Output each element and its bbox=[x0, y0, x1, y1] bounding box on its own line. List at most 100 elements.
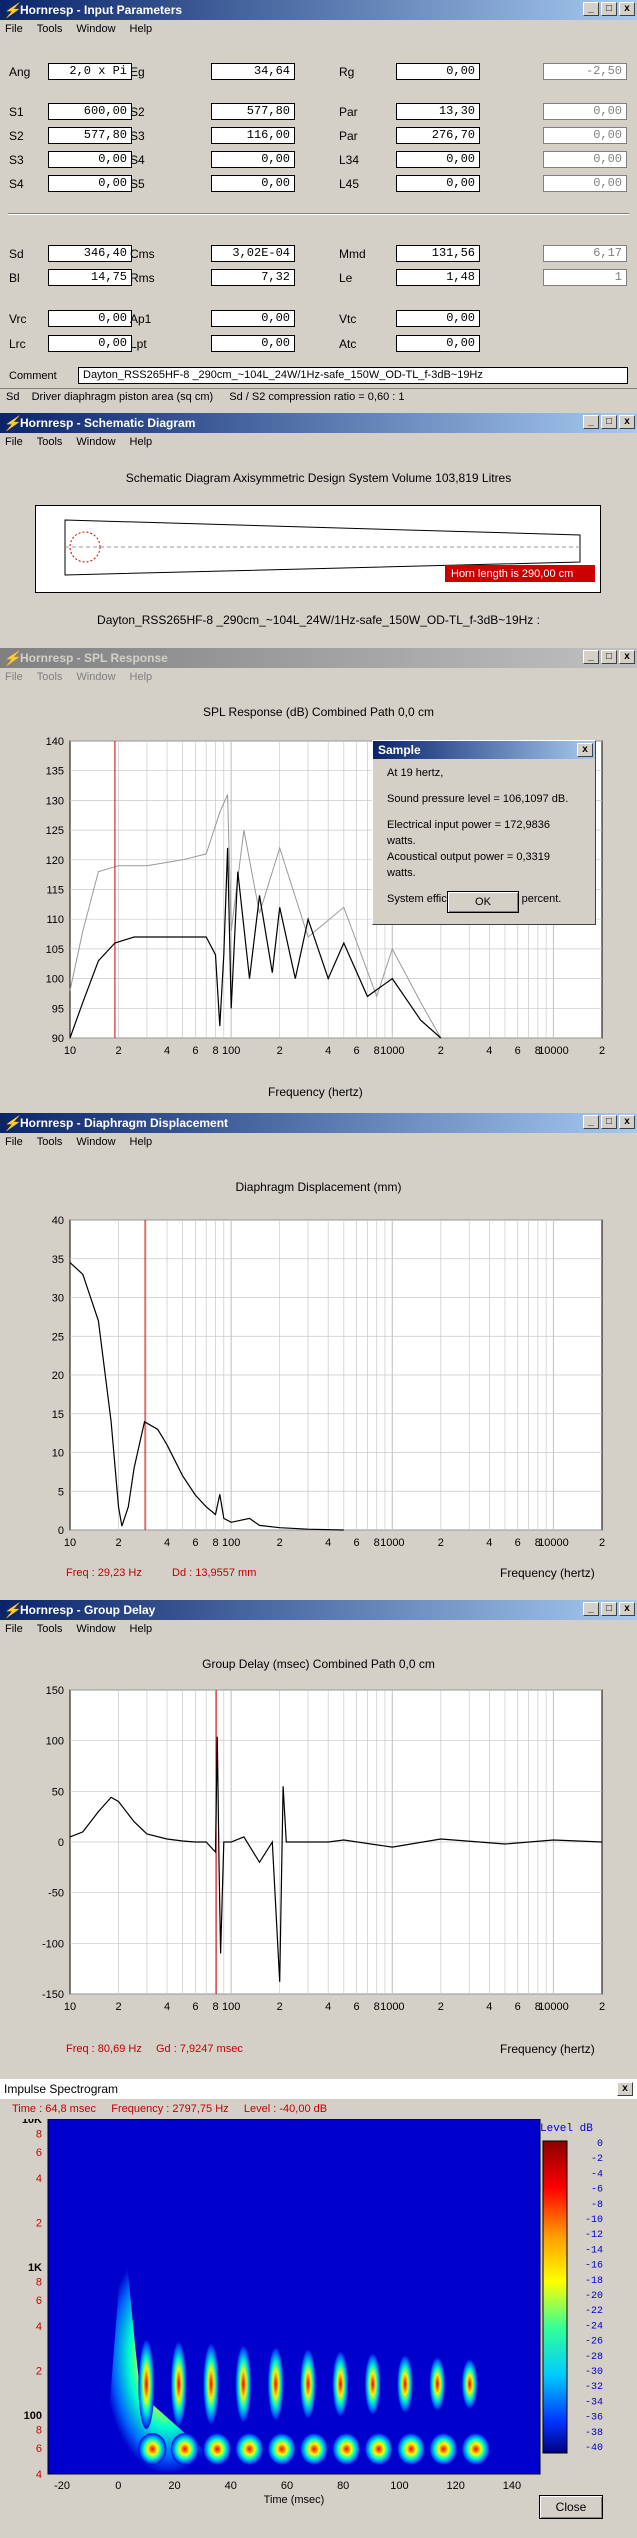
menu-tools[interactable]: Tools bbox=[36, 23, 63, 35]
menu-tools[interactable]: Tools bbox=[36, 671, 63, 683]
menu-file[interactable]: File bbox=[5, 23, 23, 35]
menu-window[interactable]: Window bbox=[76, 1136, 116, 1148]
menu-file[interactable]: File bbox=[5, 1136, 23, 1148]
input-parameters-window: ⚡ Hornresp - Input Parameters _ □ x File… bbox=[0, 0, 637, 413]
param-field-mmd[interactable]: 131,56 bbox=[396, 245, 480, 262]
param-field-s3[interactable]: 116,00 bbox=[211, 127, 295, 144]
minimize-button[interactable]: _ bbox=[583, 1602, 599, 1616]
maximize-button[interactable]: □ bbox=[601, 1602, 617, 1616]
status-ratio: Sd / S2 compression ratio = 0,60 : 1 bbox=[229, 391, 405, 403]
maximize-button[interactable]: □ bbox=[601, 650, 617, 664]
menu-window[interactable]: Window bbox=[76, 671, 116, 683]
menu-help[interactable]: Help bbox=[129, 1623, 153, 1635]
window-title-bar[interactable]: ⚡ Hornresp - Schematic Diagram _ □ x bbox=[0, 413, 637, 433]
param-field-le[interactable]: 1,48 bbox=[396, 269, 480, 286]
maximize-button[interactable]: □ bbox=[601, 415, 617, 429]
param-field-vrc[interactable]: 0,00 bbox=[48, 310, 132, 327]
param-field-s4[interactable]: 0,00 bbox=[48, 175, 132, 192]
schematic-caption: Dayton_RSS265HF-8 _290cm_~104L_24W/1Hz-s… bbox=[97, 613, 540, 627]
menu-help[interactable]: Help bbox=[129, 671, 153, 683]
menu-window[interactable]: Window bbox=[76, 23, 116, 35]
y-tick-label: 35 bbox=[52, 1254, 64, 1266]
menu-window[interactable]: Window bbox=[76, 436, 116, 448]
comment-field[interactable]: Dayton_RSS265HF-8 _290cm_~104L_24W/1Hz-s… bbox=[78, 367, 628, 384]
param-field-s4[interactable]: 0,00 bbox=[211, 151, 295, 168]
dialog-title-bar[interactable]: Sample x bbox=[373, 741, 595, 759]
menu-tools[interactable]: Tools bbox=[36, 1136, 63, 1148]
x-tick-label: 6 bbox=[354, 1045, 360, 1057]
maximize-button[interactable]: □ bbox=[601, 2, 617, 16]
param-field-ang[interactable]: 2,0 x Pi bbox=[48, 63, 132, 80]
window-title-bar[interactable]: ⚡ Hornresp - Group Delay _ □ x bbox=[0, 1600, 637, 1620]
param-field-sd[interactable]: 346,40 bbox=[48, 245, 132, 262]
menu-help[interactable]: Help bbox=[129, 436, 153, 448]
param-field-vtc[interactable]: 0,00 bbox=[396, 310, 480, 327]
menu-file[interactable]: File bbox=[5, 671, 23, 683]
close-button[interactable]: x bbox=[619, 1602, 635, 1616]
close-button[interactable]: Close bbox=[539, 2495, 603, 2519]
param-field-eg[interactable]: 34,64 bbox=[211, 63, 295, 80]
window-title-bar[interactable]: ⚡ Hornresp - SPL Response _ □ x bbox=[0, 648, 637, 668]
param-field-s1[interactable]: 600,00 bbox=[48, 103, 132, 120]
param-field-re: 6,17 bbox=[543, 245, 627, 262]
horn-length-label: Horn length is 290,00 cm bbox=[451, 568, 574, 580]
param-field-lpt[interactable]: 0,00 bbox=[211, 335, 295, 352]
freq-readout: Freq : 29,23 Hz bbox=[66, 1567, 142, 1579]
x-tick-label: 100 bbox=[222, 1537, 240, 1549]
minimize-button[interactable]: _ bbox=[583, 2, 599, 16]
menu-tools[interactable]: Tools bbox=[36, 436, 63, 448]
close-button[interactable]: x bbox=[619, 415, 635, 429]
menu-help[interactable]: Help bbox=[129, 1136, 153, 1148]
x-tick-label: 6 bbox=[354, 2001, 360, 2013]
menu-bar: File Tools Window Help bbox=[0, 668, 637, 687]
spectrogram-title-bar[interactable]: Impulse Spectrogram x bbox=[0, 2079, 637, 2099]
close-button[interactable]: x bbox=[619, 2, 635, 16]
minimize-button[interactable]: _ bbox=[583, 1115, 599, 1129]
menu-tools[interactable]: Tools bbox=[36, 1623, 63, 1635]
close-button[interactable]: x bbox=[619, 650, 635, 664]
dialog-close-button[interactable]: x bbox=[577, 743, 593, 757]
param-field-rg[interactable]: 0,00 bbox=[396, 63, 480, 80]
minimize-button[interactable]: _ bbox=[583, 650, 599, 664]
x-tick-label: 6 bbox=[515, 1537, 521, 1549]
param-field-l45[interactable]: 0,00 bbox=[396, 175, 480, 192]
spectrogram-close-x[interactable]: x bbox=[617, 2082, 633, 2096]
param-field-s2[interactable]: 577,80 bbox=[211, 103, 295, 120]
minimize-button[interactable]: _ bbox=[583, 415, 599, 429]
x-tick-label: 8 bbox=[212, 1537, 218, 1549]
param-field-par[interactable]: 13,30 bbox=[396, 103, 480, 120]
menu-window[interactable]: Window bbox=[76, 1623, 116, 1635]
menu-file[interactable]: File bbox=[5, 436, 23, 448]
param-field-s3[interactable]: 0,00 bbox=[48, 151, 132, 168]
param-field-ap1[interactable]: 0,00 bbox=[211, 310, 295, 327]
legend-tick-label: -18 bbox=[585, 2276, 603, 2287]
param-field-atc[interactable]: 0,00 bbox=[396, 335, 480, 352]
param-field-lrc[interactable]: 0,00 bbox=[48, 335, 132, 352]
window-title-bar[interactable]: ⚡ Hornresp - Input Parameters _ □ x bbox=[0, 0, 637, 20]
menu-help[interactable]: Help bbox=[129, 23, 153, 35]
x-tick-label: 4 bbox=[325, 1045, 331, 1057]
param-field-par[interactable]: 276,70 bbox=[396, 127, 480, 144]
x-tick-label: 8 bbox=[535, 1537, 541, 1549]
param-label-lpt: Lpt bbox=[130, 337, 147, 351]
window-title-bar[interactable]: ⚡ Hornresp - Diaphragm Displacement _ □ … bbox=[0, 1113, 637, 1133]
param-field-s2[interactable]: 577,80 bbox=[48, 127, 132, 144]
ok-button[interactable]: OK bbox=[447, 891, 519, 913]
comment-label: Comment bbox=[9, 370, 57, 382]
maximize-button[interactable]: □ bbox=[601, 1115, 617, 1129]
legend-tick-label: 0 bbox=[597, 2139, 603, 2150]
close-button[interactable]: x bbox=[619, 1115, 635, 1129]
param-field-cms[interactable]: 3,02E-04 bbox=[211, 245, 295, 262]
param-field-s5[interactable]: 0,00 bbox=[211, 175, 295, 192]
schematic-heading: Schematic Diagram Axisymmetric Design Sy… bbox=[125, 471, 512, 485]
menu-file[interactable]: File bbox=[5, 1623, 23, 1635]
param-field-l34[interactable]: 0,00 bbox=[396, 151, 480, 168]
legend-tick-label: -38 bbox=[585, 2428, 603, 2439]
hornresp-app-icon: ⚡ bbox=[3, 1602, 21, 1618]
section-divider bbox=[8, 213, 629, 215]
param-field-rms[interactable]: 7,32 bbox=[211, 269, 295, 286]
param-field-bl[interactable]: 14,75 bbox=[48, 269, 132, 286]
